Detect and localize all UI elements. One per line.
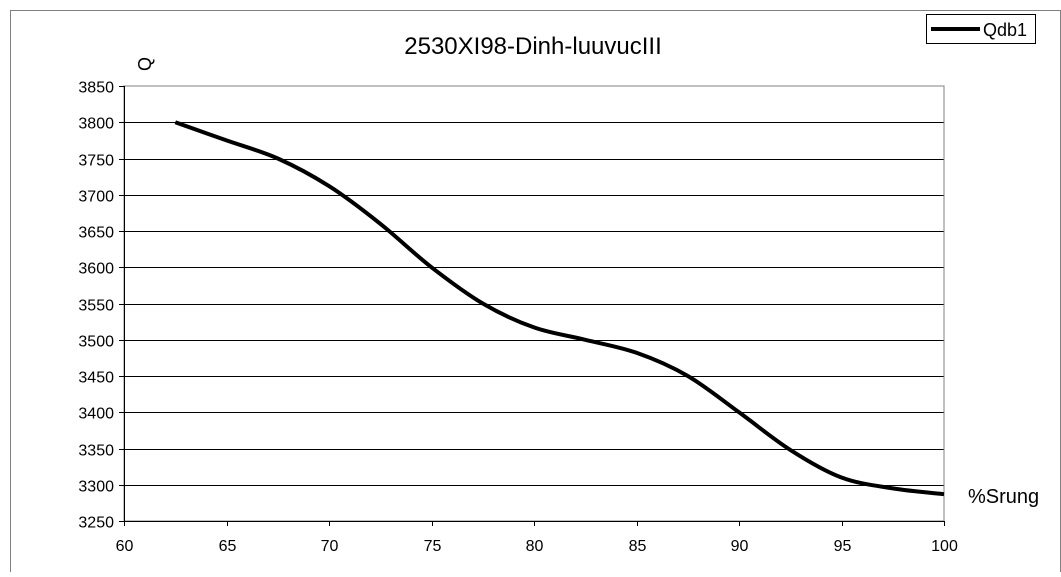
y-tick-label: 3800 [78, 116, 114, 133]
legend-label-qdb1: Qdb1 [983, 20, 1027, 40]
y-tick-label: 3450 [78, 370, 114, 387]
y-tick-label: 3650 [78, 225, 114, 242]
series-layer [174, 120, 945, 497]
y-axis-label: Q [135, 57, 155, 71]
x-tick-label: 75 [424, 538, 442, 555]
x-tick-label: 60 [116, 538, 134, 555]
y-tick-label: 3600 [78, 261, 114, 278]
x-tick-label: 100 [931, 538, 958, 555]
y-tick-label: 3750 [78, 153, 114, 170]
y-tick-label: 3550 [78, 298, 114, 315]
x-tick-label: 90 [731, 538, 749, 555]
chart-title: 2530XI98-Dinh-luuvucIII [404, 33, 661, 60]
gridlines [124, 122, 944, 486]
x-tick-label: 80 [526, 538, 544, 555]
y-tick-label: 3400 [78, 406, 114, 423]
y-tick-label: 3500 [78, 334, 114, 351]
y-tick-label: 3250 [78, 515, 114, 532]
x-tick-label: 70 [321, 538, 339, 555]
x-tick-label: 85 [629, 538, 647, 555]
x-tick-label: 65 [219, 538, 237, 555]
axes [119, 86, 945, 526]
y-tick-label: 3700 [78, 189, 114, 206]
y-tick-label: 3850 [78, 80, 114, 97]
tick-labels: 3250 3300 3350 3400 3450 3500 3550 3600 3650 3700… [78, 80, 958, 556]
y-tick-label: 3350 [78, 443, 114, 460]
y-tick-label: 3300 [78, 479, 114, 496]
x-axis-label: %Srung [968, 486, 1039, 508]
series-line-qdb1 [174, 120, 945, 497]
x-tick-label: 95 [834, 538, 852, 555]
legend: Qdb1 [926, 14, 1036, 44]
